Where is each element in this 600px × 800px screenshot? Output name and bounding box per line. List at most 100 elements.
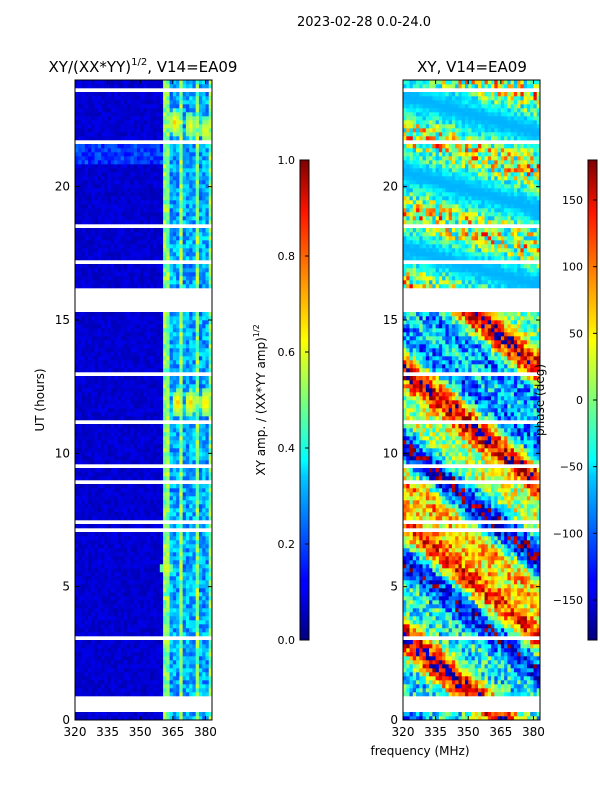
amp-heatmap-cell bbox=[169, 256, 174, 261]
amp-heatmap-cell bbox=[143, 396, 148, 401]
amp-heatmap-cell bbox=[117, 516, 122, 521]
amp-heatmap-cell bbox=[179, 564, 184, 569]
amp-heatmap-cell bbox=[101, 592, 105, 597]
amp-heatmap-cell bbox=[156, 600, 161, 605]
amp-heatmap-cell bbox=[88, 716, 92, 721]
amp-heatmap-cell bbox=[156, 668, 161, 673]
amp-heatmap-cell bbox=[195, 608, 200, 613]
amp-heatmap-cell bbox=[195, 184, 200, 189]
amp-heatmap-cell bbox=[153, 632, 157, 637]
amp-heatmap-cell bbox=[81, 272, 86, 277]
amp-heatmap-cell bbox=[136, 532, 141, 537]
amp-heatmap-cell bbox=[208, 500, 213, 505]
amp-heatmap-cell bbox=[205, 436, 210, 441]
amp-heatmap-cell bbox=[120, 556, 125, 561]
amp-heatmap-cell bbox=[107, 444, 112, 449]
amp-heatmap-cell bbox=[136, 524, 141, 529]
amp-heatmap-cell bbox=[107, 384, 112, 389]
amp-heatmap-cell bbox=[114, 712, 118, 717]
amp-heatmap-cell bbox=[143, 404, 148, 409]
amp-heatmap-cell bbox=[205, 672, 210, 677]
amp-heatmap-cell bbox=[123, 204, 128, 209]
amp-heatmap-cell bbox=[114, 388, 118, 393]
amp-heatmap-cell bbox=[81, 428, 86, 433]
amp-heatmap-cell bbox=[78, 560, 82, 565]
amp-heatmap-cell bbox=[198, 412, 203, 417]
amp-heatmap-cell bbox=[146, 228, 151, 233]
amp-heatmap-cell bbox=[198, 184, 203, 189]
amp-heatmap-cell bbox=[101, 332, 105, 337]
amp-heatmap-cell bbox=[88, 172, 92, 177]
amp-heatmap-cell bbox=[169, 196, 174, 201]
amp-heatmap-cell bbox=[205, 640, 210, 645]
amp-heatmap-cell bbox=[159, 476, 164, 481]
amp-heatmap-cell bbox=[195, 204, 200, 209]
amp-heatmap-cell bbox=[143, 172, 148, 177]
amp-heatmap-cell bbox=[101, 488, 105, 493]
amp-heatmap-cell bbox=[120, 324, 125, 329]
amp-heatmap-cell bbox=[156, 648, 161, 653]
amp-heatmap-cell bbox=[97, 176, 102, 181]
amp-heatmap-cell bbox=[104, 232, 109, 237]
amp-heatmap-cell bbox=[150, 432, 154, 437]
amp-heatmap-cell bbox=[163, 436, 167, 441]
amp-heatmap-cell bbox=[202, 416, 206, 421]
amp-heatmap-cell bbox=[117, 492, 122, 497]
amp-heatmap-cell bbox=[150, 560, 154, 565]
amp-heatmap-cell bbox=[94, 524, 99, 529]
amp-heatmap-cell bbox=[185, 320, 190, 325]
amp-heatmap-cell bbox=[189, 592, 193, 597]
amp-heatmap-cell bbox=[146, 540, 151, 545]
amp-heatmap-cell bbox=[182, 556, 187, 561]
amp-heatmap-cell bbox=[81, 568, 86, 573]
amp-heatmap-cell bbox=[123, 332, 128, 337]
amp-heatmap-cell bbox=[205, 236, 210, 241]
amp-heatmap-cell bbox=[179, 596, 184, 601]
amp-heatmap-cell bbox=[202, 432, 206, 437]
amp-heatmap-cell bbox=[146, 212, 151, 217]
amp-heatmap-cell bbox=[208, 344, 213, 349]
amp-heatmap-cell bbox=[75, 468, 79, 473]
amp-heatmap-cell bbox=[94, 204, 99, 209]
amp-heatmap-cell bbox=[97, 216, 102, 221]
amp-heatmap-cell bbox=[101, 276, 105, 281]
amp-heatmap-cell bbox=[156, 188, 161, 193]
amp-heatmap-cell bbox=[156, 472, 161, 477]
amp-heatmap-cell bbox=[88, 356, 92, 361]
amp-heatmap-cell bbox=[208, 228, 213, 233]
amp-heatmap-cell bbox=[146, 472, 151, 477]
amp-heatmap-cell bbox=[101, 476, 105, 481]
amp-heatmap-cell bbox=[176, 176, 180, 181]
amp-heatmap-cell bbox=[117, 356, 122, 361]
amp-heatmap-cell bbox=[81, 488, 86, 493]
amp-heatmap-cell bbox=[146, 504, 151, 509]
amp-heatmap-cell bbox=[198, 472, 203, 477]
amp-heatmap-cell bbox=[189, 228, 193, 233]
amp-heatmap-cell bbox=[104, 540, 109, 545]
amp-heatmap-cell bbox=[94, 396, 99, 401]
amp-heatmap-cell bbox=[88, 276, 92, 281]
amp-heatmap-cell bbox=[169, 624, 174, 629]
amp-heatmap-cell bbox=[169, 616, 174, 621]
amp-heatmap-cell bbox=[150, 220, 154, 225]
amp-heatmap-cell bbox=[88, 596, 92, 601]
amp-heatmap-cell bbox=[81, 712, 86, 717]
amp-heatmap-cell bbox=[208, 196, 213, 201]
amp-heatmap-cell bbox=[159, 412, 164, 417]
amp-heatmap-cell bbox=[156, 252, 161, 257]
amp-heatmap-cell bbox=[172, 672, 177, 677]
amp-heatmap-cell bbox=[143, 328, 148, 333]
amp-heatmap-cell bbox=[97, 228, 102, 233]
amp-heatmap-cell bbox=[156, 660, 161, 665]
amp-heatmap-cell bbox=[114, 336, 118, 341]
amp-heatmap-cell bbox=[94, 312, 99, 317]
amp-heatmap-cell bbox=[130, 388, 135, 393]
amp-heatmap-cell bbox=[189, 276, 193, 281]
amp-heatmap-cell bbox=[143, 664, 148, 669]
amp-heatmap-cell bbox=[88, 364, 92, 369]
amp-heatmap-cell bbox=[163, 680, 167, 685]
amp-heatmap-cell bbox=[198, 320, 203, 325]
amp-heatmap-cell bbox=[127, 612, 131, 617]
amp-heatmap-cell bbox=[94, 196, 99, 201]
amp-heatmap-cell bbox=[169, 664, 174, 669]
